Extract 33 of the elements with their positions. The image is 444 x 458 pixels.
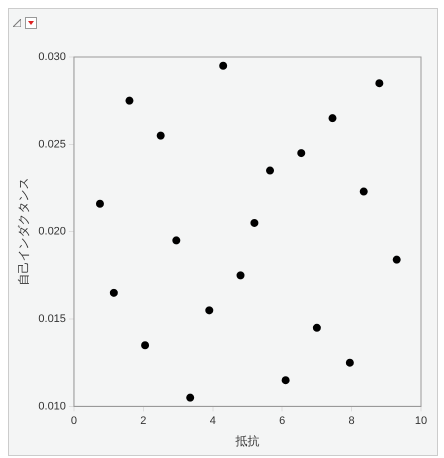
y-tick-label: 0.015 bbox=[38, 313, 66, 326]
point bbox=[219, 62, 228, 70]
point bbox=[328, 114, 336, 122]
point bbox=[110, 288, 118, 297]
x-tick-label: 8 bbox=[348, 415, 355, 428]
point bbox=[297, 149, 306, 158]
point bbox=[172, 236, 180, 244]
point bbox=[392, 256, 401, 264]
x-tick-label: 2 bbox=[140, 415, 146, 428]
point bbox=[250, 218, 258, 227]
point bbox=[312, 324, 321, 332]
x-tick-label: 10 bbox=[414, 415, 428, 428]
y-tick-label: 0.025 bbox=[38, 138, 66, 150]
y-tick-label: 0.010 bbox=[38, 400, 66, 412]
point bbox=[125, 96, 134, 105]
point bbox=[205, 306, 214, 314]
point bbox=[186, 394, 194, 402]
y-axis-title: 自己インダクタンス bbox=[16, 178, 30, 286]
point bbox=[156, 132, 165, 140]
point bbox=[96, 200, 104, 208]
point bbox=[141, 341, 150, 350]
point bbox=[360, 188, 368, 196]
point bbox=[266, 166, 274, 175]
y-tick-label: 0.030 bbox=[38, 51, 66, 64]
x-tick-label: 6 bbox=[279, 415, 286, 428]
point bbox=[375, 79, 384, 88]
x-tick-label: 0 bbox=[70, 415, 77, 428]
point bbox=[236, 271, 245, 280]
x-axis-title: 抵抗 bbox=[234, 434, 260, 448]
point bbox=[346, 358, 354, 367]
x-tick-label: 4 bbox=[210, 415, 216, 428]
y-tick-label: 0.020 bbox=[38, 226, 66, 238]
point bbox=[282, 376, 290, 384]
